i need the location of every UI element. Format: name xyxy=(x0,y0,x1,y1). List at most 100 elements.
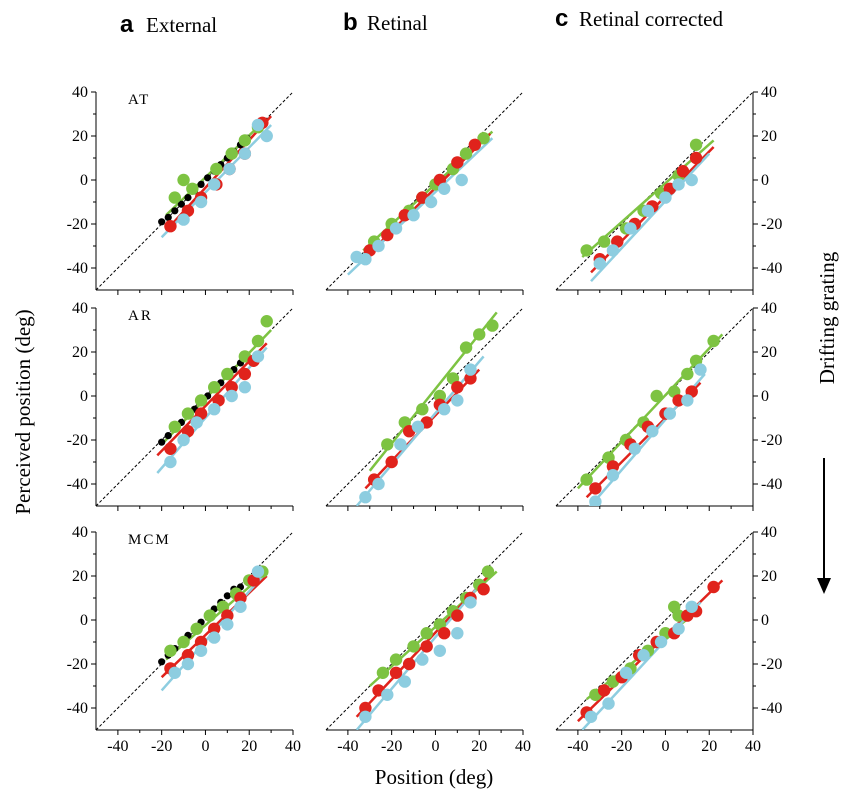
red-data-point xyxy=(238,367,252,381)
red-data-point xyxy=(359,701,372,715)
red-data-point xyxy=(221,609,234,622)
green-data-point xyxy=(433,389,447,403)
green-data-point xyxy=(168,191,181,204)
data-layer xyxy=(158,115,273,239)
green-data-point xyxy=(707,334,720,348)
column-header-a: a External xyxy=(120,11,217,38)
panels: 40 20 0 -20 -40 AT 40 20 0 -20 -40 40 20 0 -20 -40 AR 40 2… xyxy=(67,84,783,755)
blue-data-point xyxy=(177,433,190,447)
blue-data-point xyxy=(359,253,372,266)
red-data-point xyxy=(402,657,416,671)
blue-data-point xyxy=(234,600,247,613)
data-layer xyxy=(580,138,715,283)
blue-data-point xyxy=(181,657,195,671)
x-tick-label: -40 xyxy=(107,738,128,755)
y-tick-label: 20 xyxy=(72,344,88,361)
subject-label: MCM xyxy=(128,532,171,548)
green-data-point xyxy=(389,653,403,666)
y-tick-label: -20 xyxy=(761,432,782,449)
green-data-point xyxy=(208,381,221,394)
data-layer xyxy=(355,565,498,730)
panel-b-ar xyxy=(325,307,524,511)
red-data-point xyxy=(420,640,433,653)
blue-data-point xyxy=(451,627,464,640)
y-tick-label: 40 xyxy=(761,84,777,101)
red-data-point xyxy=(451,156,464,169)
red-data-point xyxy=(676,165,690,178)
black-data-point xyxy=(164,432,172,440)
red-data-point xyxy=(385,455,398,469)
blue-data-point xyxy=(190,416,203,429)
blue-data-point xyxy=(238,147,252,160)
identity-line xyxy=(555,307,754,507)
data-layer xyxy=(347,130,494,276)
blue-data-point xyxy=(424,195,438,209)
x-tick-label: -40 xyxy=(337,738,358,755)
y-tick-label: 40 xyxy=(72,300,88,317)
y-tick-label: -40 xyxy=(761,476,782,493)
y-tick-label: -40 xyxy=(67,700,88,717)
x-tick-label: 0 xyxy=(661,738,669,755)
column-header-b: b Retinal xyxy=(343,9,428,36)
red-data-point xyxy=(234,591,247,605)
black-data-point xyxy=(184,194,192,202)
blue-data-point xyxy=(251,565,265,578)
blue-data-point xyxy=(381,688,394,701)
blue-data-point xyxy=(672,178,685,191)
black-data-point xyxy=(171,207,179,215)
green-data-point xyxy=(251,334,265,348)
green-data-point xyxy=(473,328,486,341)
blue-data-point xyxy=(593,257,606,270)
subject-label: AT xyxy=(128,92,150,108)
y-tick-label: -40 xyxy=(761,260,782,277)
blue-data-point xyxy=(394,438,407,451)
blue-data-point xyxy=(416,653,429,666)
down-arrow-icon xyxy=(817,458,831,594)
panel-c-at: 40 20 0 -20 -40 xyxy=(555,84,782,295)
red-data-point xyxy=(164,442,177,455)
y-tick-label: -40 xyxy=(761,700,782,717)
red-data-point xyxy=(672,394,685,407)
green-data-point xyxy=(459,341,473,354)
green-data-point xyxy=(238,134,252,147)
green-data-point xyxy=(580,473,593,486)
column-label: External xyxy=(146,13,217,37)
y-tick-label: -20 xyxy=(67,656,88,673)
blue-data-point xyxy=(251,350,265,363)
green-data-point xyxy=(597,235,611,248)
green-data-point xyxy=(186,182,199,195)
blue-data-point xyxy=(451,394,464,407)
data-layer xyxy=(577,579,724,730)
blue-data-point xyxy=(389,222,403,235)
subject-label: AR xyxy=(128,308,153,324)
green-data-point xyxy=(260,315,273,328)
x-tick-label: 20 xyxy=(241,738,257,755)
red-data-point xyxy=(606,460,620,473)
x-tick-label: -20 xyxy=(151,738,172,755)
data-layer xyxy=(576,333,724,506)
column-label: Retinal corrected xyxy=(579,7,724,31)
blue-data-point xyxy=(164,455,177,469)
red-data-point xyxy=(389,666,403,679)
blue-data-point xyxy=(606,469,620,482)
blue-data-point xyxy=(398,675,411,688)
y-tick-label: 20 xyxy=(761,568,777,585)
blue-data-point xyxy=(685,600,698,613)
panel-b-at xyxy=(325,91,524,295)
x-axis-title: Position (deg) xyxy=(375,765,493,789)
blue-data-point xyxy=(681,394,694,407)
blue-data-point xyxy=(646,425,659,438)
red-data-point xyxy=(208,622,221,635)
blue-data-point xyxy=(438,403,451,416)
red-data-point xyxy=(164,220,177,233)
green-data-point xyxy=(668,600,681,613)
y-tick-label: 0 xyxy=(761,388,769,405)
x-tick-label: -20 xyxy=(381,738,402,755)
green-data-point xyxy=(168,420,181,433)
blue-data-point xyxy=(221,618,234,631)
blue-data-point xyxy=(637,649,650,662)
red-data-point xyxy=(181,649,195,662)
x-tick-label: 0 xyxy=(431,738,439,755)
blue-data-point xyxy=(455,173,468,187)
